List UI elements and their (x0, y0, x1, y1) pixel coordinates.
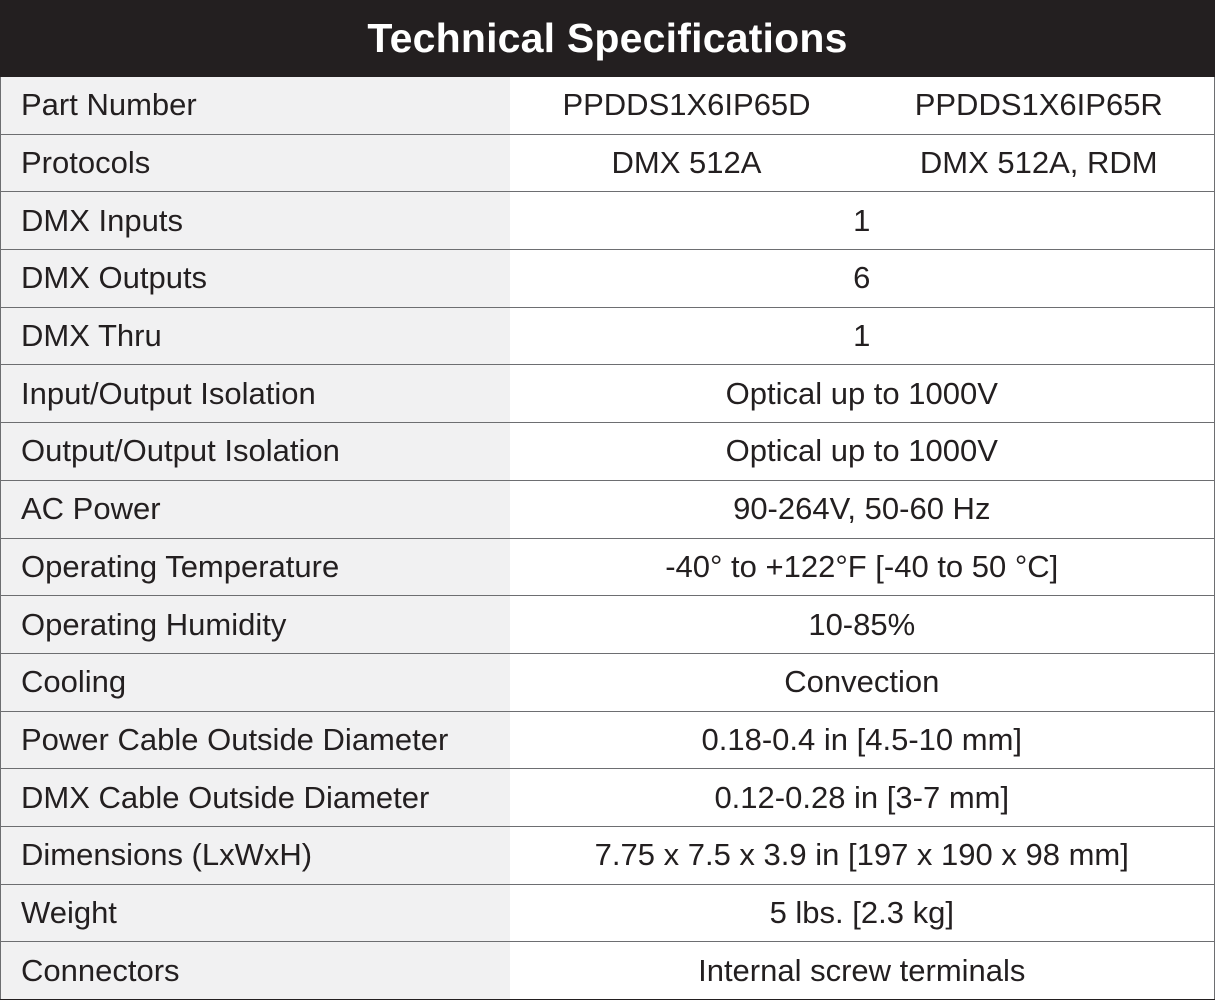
spec-row-dmx-inputs: DMX Inputs 1 (0, 191, 1216, 251)
spec-row-dmx-cable-diameter: DMX Cable Outside Diameter 0.12-0.28 in … (0, 768, 1216, 827)
spec-label: DMX Thru (0, 307, 510, 366)
spec-row-operating-temperature: Operating Temperature -40° to +122°F [-4… (0, 538, 1216, 597)
spec-value: 1 (509, 191, 1216, 251)
spec-label: Operating Humidity (0, 595, 510, 654)
spec-row-input-output-isolation: Input/Output Isolation Optical up to 100… (0, 364, 1216, 424)
spec-value: 10-85% (509, 595, 1216, 654)
table-header-row: Technical Specifications (0, 0, 1216, 77)
spec-value: 0.18-0.4 in [4.5-10 mm] (509, 711, 1216, 770)
spec-row-weight: Weight 5 lbs. [2.3 kg] (0, 884, 1216, 943)
spec-label: Weight (0, 884, 510, 943)
spec-row-dimensions: Dimensions (LxWxH) 7.75 x 7.5 x 3.9 in [… (0, 826, 1216, 885)
spec-value-variant-d: PPDDS1X6IP65D (509, 77, 864, 135)
spec-value: Internal screw terminals (509, 941, 1216, 1000)
spec-label: DMX Outputs (0, 249, 510, 308)
spec-label: Cooling (0, 653, 510, 712)
spec-value: 7.75 x 7.5 x 3.9 in [197 x 190 x 98 mm] (509, 826, 1216, 885)
spec-label: Power Cable Outside Diameter (0, 711, 510, 770)
spec-row-protocols: Protocols DMX 512A DMX 512A, RDM (0, 134, 1216, 193)
spec-value-variant-d: DMX 512A (509, 134, 864, 193)
table-title: Technical Specifications (0, 0, 1216, 77)
spec-row-power-cable-diameter: Power Cable Outside Diameter 0.18-0.4 in… (0, 711, 1216, 770)
spec-row-connectors: Connectors Internal screw terminals (0, 941, 1216, 1000)
spec-row-dmx-outputs: DMX Outputs 6 (0, 249, 1216, 308)
spec-label: Input/Output Isolation (0, 364, 510, 424)
spec-row-ac-power: AC Power 90-264V, 50-60 Hz (0, 480, 1216, 539)
spec-value: Optical up to 1000V (509, 364, 1216, 424)
spec-value: 6 (509, 249, 1216, 308)
spec-value: -40° to +122°F [-40 to 50 °C] (509, 538, 1216, 597)
spec-value: 5 lbs. [2.3 kg] (509, 884, 1216, 943)
spec-label: DMX Inputs (0, 191, 510, 251)
spec-row-operating-humidity: Operating Humidity 10-85% (0, 595, 1216, 654)
spec-row-part-number: Part Number PPDDS1X6IP65D PPDDS1X6IP65R (0, 77, 1216, 135)
spec-value: 90-264V, 50-60 Hz (509, 480, 1216, 539)
spec-row-cooling: Cooling Convection (0, 653, 1216, 712)
spec-label: DMX Cable Outside Diameter (0, 768, 510, 827)
spec-label: Connectors (0, 941, 510, 1000)
spec-row-output-output-isolation: Output/Output Isolation Optical up to 10… (0, 422, 1216, 481)
spec-value: Convection (509, 653, 1216, 712)
spec-value-variant-r: DMX 512A, RDM (863, 134, 1216, 193)
spec-label: Part Number (0, 77, 510, 135)
spec-row-dmx-thru: DMX Thru 1 (0, 307, 1216, 366)
spec-label: Dimensions (LxWxH) (0, 826, 510, 885)
spec-value: Optical up to 1000V (509, 422, 1216, 481)
spec-value-variant-r: PPDDS1X6IP65R (863, 77, 1216, 135)
spec-value: 0.12-0.28 in [3-7 mm] (509, 768, 1216, 827)
spec-rows: Part Number PPDDS1X6IP65D PPDDS1X6IP65R … (0, 77, 1216, 1000)
spec-label: Operating Temperature (0, 538, 510, 597)
spec-value: 1 (509, 307, 1216, 366)
spec-label: AC Power (0, 480, 510, 539)
spec-label: Output/Output Isolation (0, 422, 510, 481)
spec-label: Protocols (0, 134, 510, 193)
